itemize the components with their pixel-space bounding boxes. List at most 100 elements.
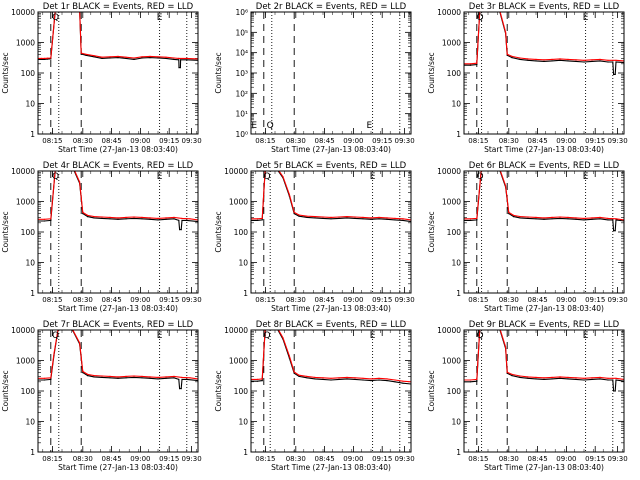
data-point: [527, 377, 529, 379]
data-point: [583, 377, 585, 379]
data-point: [322, 378, 324, 380]
y-tick-label: 10⁰: [235, 130, 248, 139]
y-tick-label: 10⁵: [235, 28, 248, 37]
data-point: [157, 217, 159, 219]
data-point: [181, 219, 183, 221]
data-point: [43, 57, 46, 60]
data-point: [109, 56, 111, 58]
series-line-red: [464, 171, 624, 221]
data-point: [306, 215, 308, 217]
data-point: [506, 53, 508, 55]
x-tick-label: 08:45: [102, 137, 122, 145]
x-tick-label: 09:00: [556, 455, 576, 463]
y-tick-label: 1000: [229, 357, 248, 366]
data-point: [186, 57, 188, 60]
data-point: [293, 213, 295, 215]
data-point: [179, 67, 181, 69]
data-point: [527, 59, 529, 61]
series-line-red: [464, 12, 624, 65]
data-point: [101, 217, 103, 219]
event-marker-q: Q: [263, 331, 270, 341]
data-point: [559, 217, 561, 219]
x-tick-label: 09:00: [556, 296, 576, 304]
data-point: [591, 59, 593, 61]
series-line-black: [464, 330, 624, 392]
data-point: [141, 377, 143, 379]
y-tick-label: 1: [30, 130, 35, 139]
y-tick-label: 10: [451, 100, 461, 109]
data-point: [87, 375, 89, 377]
data-point: [607, 217, 609, 219]
plot-frame: [250, 11, 412, 135]
series-line-black: [464, 171, 624, 232]
data-point: [43, 379, 46, 381]
data-point: [607, 219, 609, 221]
y-tick-label: 1000: [229, 198, 248, 207]
data-point: [53, 352, 55, 355]
data-point: [109, 377, 111, 379]
series-line-black: [251, 171, 411, 223]
data-point: [125, 56, 127, 58]
data-point: [178, 219, 180, 221]
event-marker-q: Q: [476, 13, 483, 23]
data-point: [293, 211, 295, 213]
data-point: [47, 58, 49, 60]
data-point: [519, 217, 521, 219]
data-point: [87, 214, 89, 216]
data-point: [599, 58, 601, 61]
data-point: [354, 216, 356, 218]
data-point: [87, 373, 89, 375]
data-point: [519, 58, 521, 61]
data-point: [527, 58, 529, 60]
data-point: [338, 377, 340, 379]
x-tick-label: 09:15: [585, 455, 605, 463]
data-point: [362, 377, 364, 379]
data-point: [40, 57, 42, 60]
data-point: [599, 218, 601, 220]
event-marker-e: E: [583, 13, 589, 23]
data-point: [370, 380, 372, 382]
data-point: [101, 216, 103, 218]
data-point: [519, 375, 521, 377]
data-point: [535, 216, 537, 218]
data-point: [180, 388, 182, 390]
data-point: [125, 216, 127, 218]
data-point: [386, 218, 388, 220]
data-point: [80, 52, 82, 54]
data-point: [330, 218, 332, 220]
data-point: [93, 375, 95, 377]
data-point: [513, 216, 515, 218]
data-point: [173, 57, 175, 59]
data-point: [101, 57, 103, 60]
chart-title: Det 2r BLACK = Events, RED = LLD: [256, 2, 407, 12]
x-axis-label: Start Time (27-Jan-13 08:03:40): [58, 304, 178, 313]
data-point: [117, 217, 119, 219]
data-point: [370, 218, 372, 220]
data-point: [43, 58, 46, 61]
data-point: [82, 211, 84, 213]
event-marker-q: Q: [263, 172, 270, 182]
x-tick-label: 08:30: [286, 296, 306, 304]
data-point: [469, 381, 471, 383]
data-point: [567, 58, 569, 61]
x-tick-label: 09:15: [372, 455, 392, 463]
data-point: [93, 55, 95, 57]
data-point: [370, 378, 372, 380]
x-axis-label: Start Time (27-Jan-13 08:03:40): [271, 145, 391, 154]
x-tick-label: 08:45: [528, 137, 548, 145]
data-point: [394, 219, 396, 221]
data-point: [615, 61, 617, 63]
series-group: [38, 171, 198, 231]
y-tick-label: 10¹: [235, 110, 248, 119]
data-point: [378, 216, 380, 218]
y-tick-label: 10000: [437, 8, 461, 17]
data-point: [314, 217, 316, 219]
y-tick-label: 100: [21, 387, 36, 396]
x-axis-label: Start Time (27-Jan-13 08:03:40): [58, 463, 178, 472]
data-point: [149, 376, 151, 378]
data-point: [165, 57, 167, 60]
x-tick-label: 08:30: [499, 296, 519, 304]
x-tick-label: 09:00: [556, 137, 576, 145]
data-point: [519, 376, 521, 378]
